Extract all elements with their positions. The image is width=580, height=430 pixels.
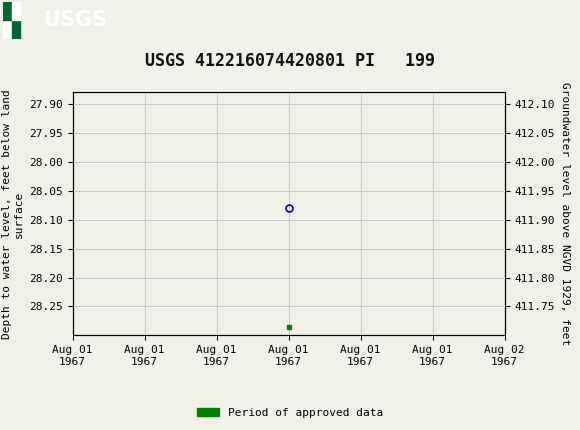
Bar (3, 20, 12, 39)
Bar (3, 2, 12, 20)
Bar (12, 2, 20, 20)
Bar (12, 20, 20, 39)
Bar (3, 2, 20, 39)
Y-axis label: Depth to water level, feet below land
surface: Depth to water level, feet below land su… (2, 89, 23, 339)
Text: USGS 412216074420801 PI   199: USGS 412216074420801 PI 199 (145, 52, 435, 70)
Y-axis label: Groundwater level above NGVD 1929, feet: Groundwater level above NGVD 1929, feet (560, 82, 570, 346)
Legend: Period of approved data: Period of approved data (193, 403, 387, 422)
Text: USGS: USGS (44, 10, 107, 31)
Bar (3, 2, 20, 39)
